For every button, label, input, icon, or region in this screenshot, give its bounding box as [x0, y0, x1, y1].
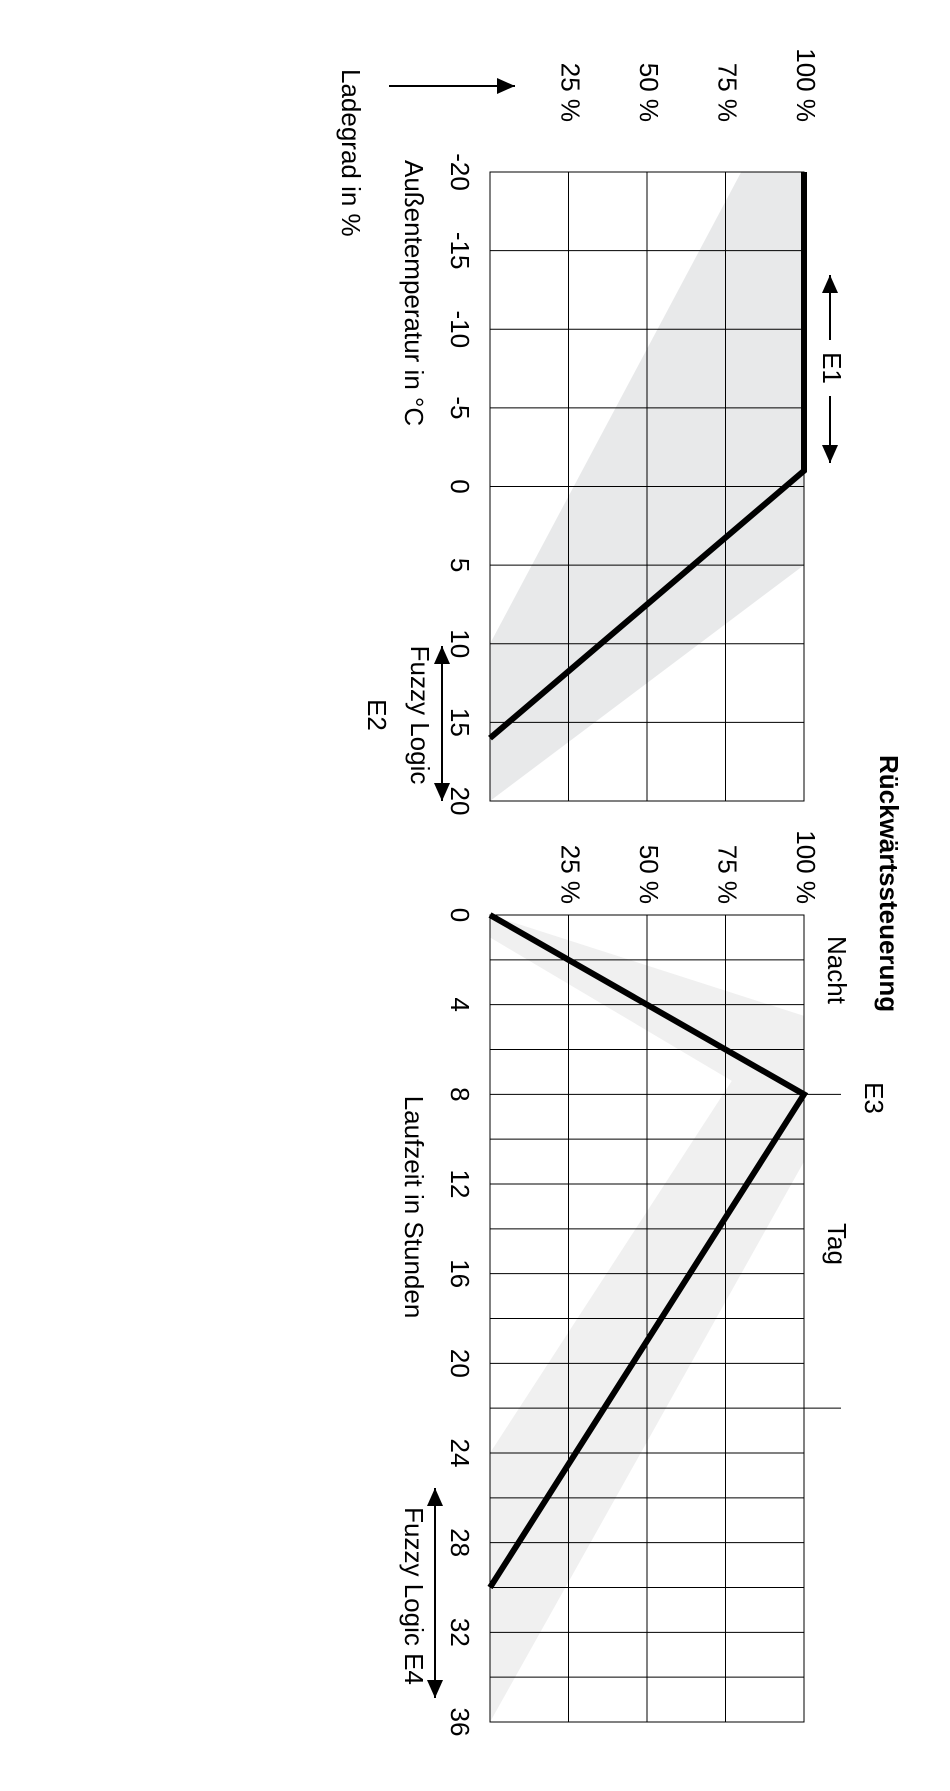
y-tick-label: 75 %: [713, 63, 743, 122]
annotation: E3: [859, 1082, 889, 1114]
y-tick-label: 50 %: [634, 845, 664, 904]
plot-frame: [489, 171, 805, 802]
x-tick-label: 20: [445, 787, 475, 816]
x-tick-label: 20: [445, 1349, 475, 1378]
annotation: E1: [817, 352, 847, 384]
x-tick-label: 15: [445, 708, 475, 737]
arrow-head: [822, 445, 838, 463]
arrow-head: [427, 1680, 443, 1698]
annotation: Tag: [822, 1223, 852, 1265]
x-tick-label: 12: [445, 1170, 475, 1199]
arrow-head: [427, 1488, 443, 1506]
x-tick-label: 28: [445, 1528, 475, 1557]
x-tick-label: 0: [445, 479, 475, 493]
x-tick-label: 8: [445, 1087, 475, 1101]
x-tick-label: -20: [445, 153, 475, 191]
y-tick-label: 25 %: [556, 845, 586, 904]
data-line: [487, 912, 809, 1590]
data-line: [488, 172, 807, 741]
x-tick-label: 0: [445, 908, 475, 922]
arrow-head: [434, 646, 450, 664]
x-tick-label: 16: [445, 1259, 475, 1288]
x-tick-label: 24: [445, 1439, 475, 1468]
x-tick-label: -10: [445, 310, 475, 348]
y-tick-label: 50 %: [634, 63, 664, 122]
x-tick-label: 4: [445, 997, 475, 1011]
y-axis-label: Ladegrad in %: [336, 69, 366, 237]
plot-frame: [489, 914, 805, 1723]
arrow-head: [497, 78, 515, 94]
x-axis-label: Außentemperatur in °C: [399, 160, 429, 426]
arrow-head: [822, 275, 838, 293]
rotated-content: -20 -15 -10 -5 0 5 10 15 20 25 % 50 % 75 % 100 % Auße…: [336, 48, 904, 1736]
y-tick-label: 100 %: [791, 48, 821, 122]
y-tick-label: 25 %: [556, 63, 586, 122]
annotation: E2: [362, 699, 392, 731]
x-tick-label: -5: [445, 396, 475, 419]
x-tick-label: 5: [445, 558, 475, 572]
arrow-head: [434, 783, 450, 801]
chart-title: Rückwärtssteuerung: [874, 755, 904, 1012]
y-tick-label: 75 %: [713, 845, 743, 904]
x-tick-label: 10: [445, 629, 475, 658]
x-tick-label: 36: [445, 1708, 475, 1737]
y-tick-label: 100 %: [791, 830, 821, 904]
annotation: Nacht: [822, 936, 852, 1005]
annotation: Fuzzy Logic E4: [399, 1507, 429, 1685]
annotation: Fuzzy Logic: [405, 646, 435, 785]
x-tick-label: 32: [445, 1618, 475, 1647]
x-tick-label: -15: [445, 232, 475, 270]
x-axis-label: Laufzeit in Stunden: [399, 1096, 429, 1319]
